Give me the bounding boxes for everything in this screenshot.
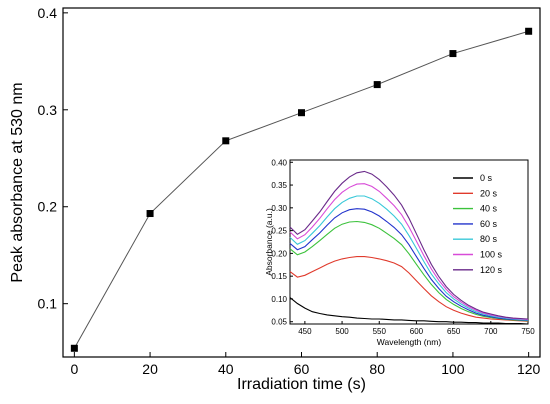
- data-point: [525, 27, 533, 35]
- x-tick-label: 120: [517, 361, 541, 377]
- inset-y-tick-label: 0.10: [271, 295, 287, 304]
- x-tick-label: 80: [369, 361, 385, 377]
- spectrum-line-120s: [289, 170, 529, 320]
- legend-entry: 40 s: [480, 204, 498, 214]
- x-tick-label: 100: [441, 361, 465, 377]
- spectrum-line-60s: [289, 208, 529, 321]
- spectrum-line-0s: [289, 297, 529, 325]
- legend-entry: 100 s: [480, 250, 503, 260]
- spectrum-line-80s: [289, 195, 529, 321]
- x-tick-label: 40: [218, 361, 234, 377]
- data-point: [298, 109, 305, 117]
- data-point: [373, 81, 381, 89]
- inset-x-tick-label: 450: [298, 327, 312, 336]
- legend-entry: 120 s: [480, 265, 503, 275]
- inset-x-tick-label: 650: [447, 327, 461, 336]
- inset-x-tick-label: 550: [373, 327, 387, 336]
- inset-y-tick-label: 0.40: [271, 158, 287, 167]
- spectrum-line-100s: [289, 183, 529, 320]
- inset-y-tick-label: 0.25: [271, 227, 287, 236]
- y-tick-label: 0.1: [38, 296, 58, 312]
- data-point: [70, 344, 78, 352]
- inset-x-tick-label: 750: [521, 327, 535, 336]
- legend-entry: 20 s: [480, 188, 498, 198]
- inset-x-axis-label: Wavelength (nm): [377, 337, 442, 347]
- inset-y-axis-label: Absorbance (a.u.): [264, 208, 274, 276]
- inset-y-tick-label: 0.35: [271, 181, 287, 190]
- spectrum-line-40s: [289, 220, 529, 322]
- inset-x-tick-label: 700: [484, 327, 498, 336]
- inset-plot: 450 500 550 600 650 700 750 0.05 0.10 0.15 0.20 0.2…: [264, 158, 535, 347]
- inset-frame: [289, 159, 529, 325]
- x-axis-label: Irradiation time (s): [237, 376, 366, 393]
- legend-entry: 60 s: [480, 219, 498, 229]
- inset-y-tick-label: 0.30: [271, 204, 287, 213]
- y-tick-label: 0.2: [38, 199, 58, 215]
- inset-y-tick-label: 0.20: [271, 249, 287, 258]
- y-tick-label: 0.3: [38, 102, 58, 118]
- inset-x-tick-label: 500: [335, 327, 349, 336]
- inset-x-tick-label: 600: [410, 327, 424, 336]
- x-tick-label: 60: [294, 361, 310, 377]
- data-point: [146, 210, 154, 218]
- main-plot: 0 20 40 60 80 100 120 0.1 0.2 0.3 0.4 Irradiation t…: [9, 5, 541, 393]
- legend-entry: 0 s: [480, 173, 493, 183]
- y-tick-label: 0.4: [38, 5, 58, 21]
- x-tick-label: 0: [70, 361, 78, 377]
- inset-y-tick-label: 0.05: [271, 318, 287, 327]
- x-tick-label: 20: [142, 361, 158, 377]
- inset-y-tick-label: 0.15: [271, 272, 287, 281]
- y-axis-label: Peak absorbance at 530 nm: [9, 82, 26, 282]
- data-point: [222, 137, 230, 145]
- spectrum-line-20s: [289, 256, 529, 322]
- legend-entry: 80 s: [480, 234, 498, 244]
- data-point: [449, 50, 457, 58]
